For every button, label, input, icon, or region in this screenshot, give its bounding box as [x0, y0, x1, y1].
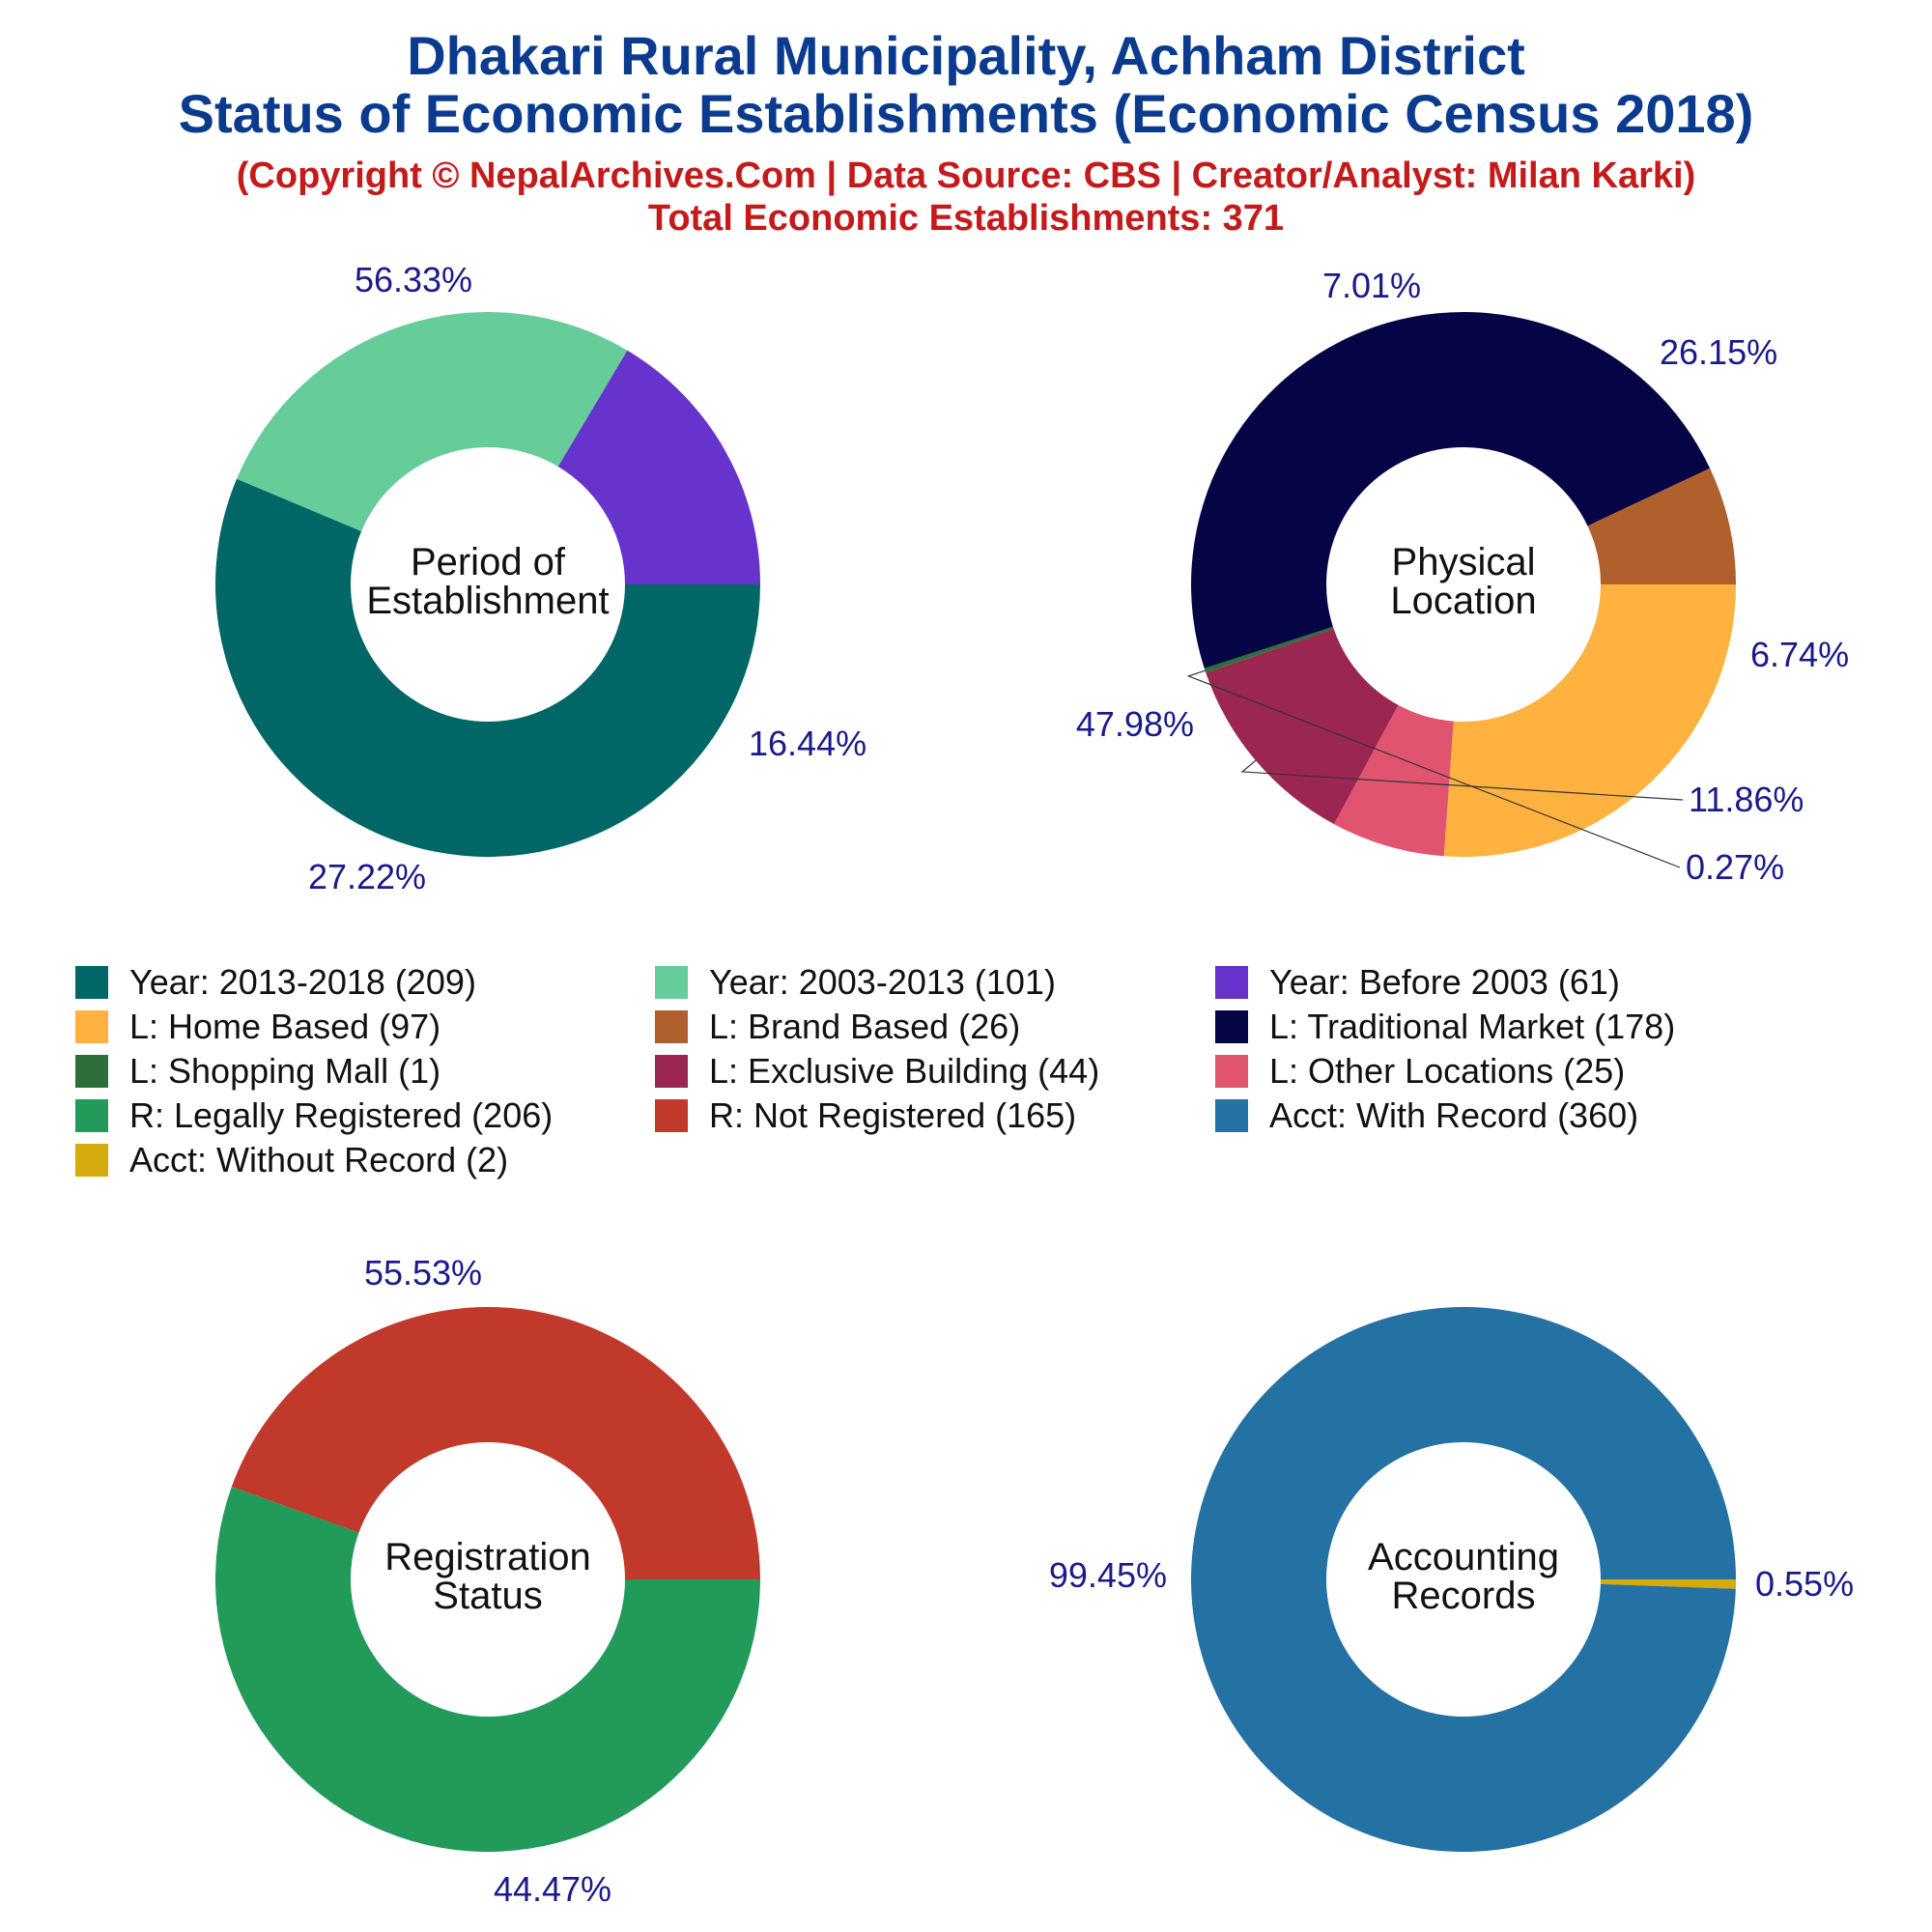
chart-total: Total Economic Establishments: 371 — [647, 198, 1285, 239]
donut-slice-3-2 — [231, 1307, 760, 1579]
legend-item: L: Shopping Mall (1) — [75, 1051, 440, 1092]
legend-swatch — [1215, 1099, 1248, 1132]
center-label-1-2: Establishment — [366, 580, 609, 622]
slice-label-2-1: 26.15% — [1660, 332, 1777, 372]
center-label-3-2: Status — [433, 1575, 542, 1617]
legend-label: L: Exclusive Building (44) — [709, 1051, 1100, 1091]
legend-swatch — [655, 966, 688, 999]
slice-label-4-2: 99.45% — [1049, 1555, 1167, 1595]
center-label-4-2: Records — [1392, 1575, 1536, 1617]
legend-item: L: Exclusive Building (44) — [655, 1051, 1099, 1092]
legend-label: L: Other Locations (25) — [1269, 1051, 1626, 1091]
legend-item: Acct: Without Record (2) — [75, 1140, 508, 1180]
center-label-2-2: Location — [1390, 580, 1536, 622]
legend-swatch — [1215, 1055, 1248, 1088]
legend-swatch — [655, 1055, 688, 1088]
legend-swatch — [75, 966, 108, 999]
slice-label-4-1: 0.55% — [1755, 1564, 1854, 1604]
legend-item: Year: 2013-2018 (209) — [75, 962, 476, 1003]
legend-item: L: Home Based (97) — [75, 1007, 440, 1047]
legend-item: Acct: With Record (360) — [1215, 1095, 1638, 1136]
donut-slice-1-3 — [557, 350, 760, 584]
slice-label-3-2: 44.47% — [494, 1869, 611, 1909]
legend-label: Acct: With Record (360) — [1269, 1095, 1639, 1135]
legend-item: Year: Before 2003 (61) — [1215, 962, 1620, 1003]
chart-title-line1: Dhakari Rural Municipality, Achham Distr… — [407, 25, 1525, 86]
legend-item: Year: 2003-2013 (101) — [655, 962, 1056, 1003]
legend-item: L: Other Locations (25) — [1215, 1051, 1625, 1092]
donut-slice-4-1 — [1600, 1579, 1736, 1589]
center-label-4-1: Accounting — [1368, 1536, 1559, 1578]
slice-label-2-4: 0.27% — [1686, 847, 1784, 887]
leader-line-2-4 — [1186, 669, 1681, 868]
legend-swatch — [655, 1099, 688, 1132]
chart-credit: (Copyright © NepalArchives.Com | Data So… — [236, 156, 1696, 196]
legend-swatch — [1215, 1010, 1248, 1043]
legend-label: Year: 2013-2018 (209) — [129, 962, 476, 1002]
chart-title-line2: Status of Economic Establishments (Econo… — [178, 83, 1754, 144]
donut-slice-1-1 — [214, 478, 761, 858]
donut-chart-2: 26.15% 6.74% 11.86% 0.27% 47.98% 7.01% Physica… — [1076, 266, 1849, 887]
legend-swatch — [1215, 966, 1248, 999]
slice-label-3-1: 55.53% — [364, 1253, 482, 1293]
donut-slice-2-5 — [1191, 312, 1711, 668]
slice-label-2-2: 6.74% — [1750, 635, 1849, 674]
legend-item: L: Traditional Market (178) — [1215, 1007, 1675, 1047]
center-label-2-1: Physical — [1392, 541, 1536, 583]
leader-line-2-3 — [1240, 759, 1684, 801]
legend-label: Year: Before 2003 (61) — [1269, 962, 1620, 1002]
legend-swatch — [75, 1055, 108, 1088]
center-label-1-1: Period of — [411, 541, 566, 583]
chart-header: Dhakari Rural Municipality, Achham Distr… — [0, 27, 1932, 240]
donut-slice-2-6 — [1587, 468, 1736, 584]
legend-label: R: Not Registered (165) — [709, 1095, 1077, 1135]
legend-label: L: Brand Based (26) — [709, 1007, 1021, 1046]
donut-slice-2-3 — [1206, 629, 1399, 825]
center-label-3-1: Registration — [384, 1536, 590, 1578]
slice-label-2-6: 7.01% — [1322, 266, 1421, 305]
legend-label: Year: 2003-2013 (101) — [709, 962, 1056, 1002]
donut-slice-2-2 — [1333, 704, 1454, 857]
legend-swatch — [75, 1010, 108, 1043]
slice-label-2-3: 11.86% — [1689, 780, 1804, 819]
legend-item: L: Brand Based (26) — [655, 1007, 1020, 1047]
legend-label: L: Shopping Mall (1) — [129, 1051, 441, 1091]
slice-label-2-5: 47.98% — [1076, 704, 1194, 744]
donut-slice-2-4 — [1204, 626, 1334, 673]
donut-slice-1-2 — [237, 311, 628, 531]
legend-swatch — [75, 1099, 108, 1132]
slice-label-1-2: 27.22% — [308, 857, 426, 896]
legend-label: Acct: Without Record (2) — [129, 1140, 509, 1179]
donut-slice-4-2 — [1191, 1306, 1736, 1852]
legend-label: L: Traditional Market (178) — [1269, 1007, 1676, 1046]
legend-item: R: Legally Registered (206) — [75, 1095, 553, 1136]
legend-item: R: Not Registered (165) — [655, 1095, 1076, 1136]
legend-swatch — [655, 1010, 688, 1043]
legend-label: L: Home Based (97) — [129, 1007, 441, 1046]
slice-label-1-1: 56.33% — [355, 260, 472, 299]
legend-swatch — [75, 1144, 108, 1177]
slice-label-1-3: 16.44% — [749, 724, 867, 763]
donut-slice-3-1 — [215, 1487, 761, 1852]
legend-label: R: Legally Registered (206) — [129, 1095, 554, 1135]
